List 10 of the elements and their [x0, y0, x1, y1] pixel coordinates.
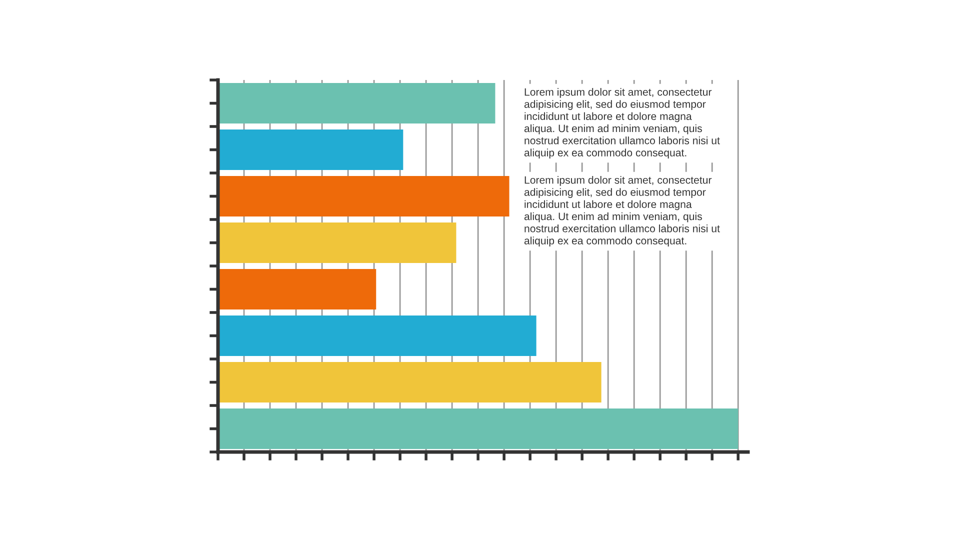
bar [218, 176, 510, 216]
bar [218, 222, 456, 263]
bar [218, 83, 496, 124]
annotation: Lorem ipsum dolor sit amet, consectetur adipisicing elit, sed do eiusmod tempor incididunt ut labore et dolore magna aliqua. Ut enim ad minim veniam, quis nostrud exercitation ullamco laboris nisi ut aliquip ex ea commodo consequat. [524, 88, 720, 159]
bar [218, 408, 738, 449]
bar [218, 269, 376, 310]
bar [218, 130, 404, 170]
bar [218, 316, 536, 356]
annotation: Lorem ipsum dolor sit amet, consectetur adipisicing elit, sed do eiusmod tempor incididunt ut labore et dolore magna aliqua. Ut enim ad minim veniam, quis nostrud exercitation ullamco laboris nisi ut aliquip ex ea commodo consequat. [524, 176, 720, 247]
bar [218, 362, 602, 402]
